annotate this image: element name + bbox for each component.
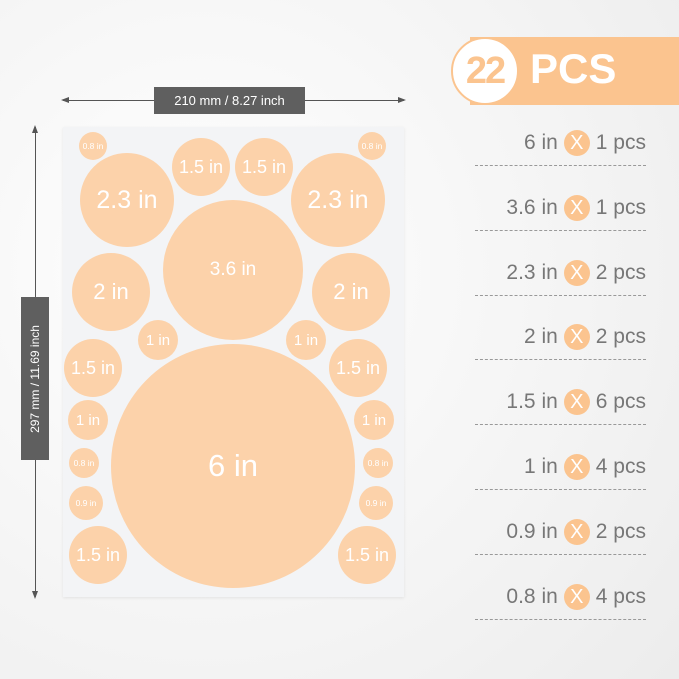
sticker-circle: 0.8 in — [79, 132, 107, 160]
size-row: 1 in X 4 pcs — [524, 452, 646, 482]
sticker-circle: 6 in — [111, 344, 355, 588]
sticker-circle: 3.6 in — [163, 200, 303, 340]
sticker-circle: 0.8 in — [69, 448, 99, 478]
quantity-value: 1 pcs — [595, 131, 646, 154]
times-icon: X — [563, 454, 590, 480]
sticker-circle: 1.5 in — [172, 138, 230, 196]
sticker-circle: 1 in — [138, 320, 178, 360]
height-label: 297 mm / 11.69 inch — [28, 324, 42, 433]
quantity-value: 6 pcs — [595, 390, 646, 413]
sticker-circle: 1.5 in — [338, 526, 396, 584]
sticker-circle: 0.8 in — [363, 448, 393, 478]
size-row: 6 in X 1 pcs — [524, 128, 646, 158]
times-icon: X — [563, 260, 590, 286]
divider — [475, 424, 646, 425]
times-icon: X — [563, 519, 590, 545]
size-value: 1 in — [523, 455, 558, 478]
divider — [475, 359, 646, 360]
times-icon: X — [563, 389, 590, 415]
size-row: 2.3 in X 2 pcs — [506, 258, 646, 288]
divider — [475, 230, 646, 231]
quantity-value: 2 pcs — [595, 325, 646, 348]
divider — [475, 165, 646, 166]
sticker-circle: 1 in — [286, 320, 326, 360]
size-row: 2 in X 2 pcs — [524, 322, 646, 352]
quantity-value: 1 pcs — [595, 196, 646, 219]
sticker-circle: 1.5 in — [69, 526, 127, 584]
times-icon: X — [563, 324, 590, 350]
sticker-circle: 1.5 in — [235, 138, 293, 196]
size-row: 3.6 in X 1 pcs — [506, 193, 646, 223]
sticker-circle: 2 in — [312, 253, 390, 331]
divider — [475, 554, 646, 555]
width-label: 210 mm / 8.27 inch — [154, 87, 305, 114]
divider — [475, 295, 646, 296]
quantity-value: 2 pcs — [595, 261, 646, 284]
quantity-value: 4 pcs — [595, 455, 646, 478]
sticker-circle: 2.3 in — [291, 153, 385, 247]
sticker-circle: 0.9 in — [359, 486, 393, 520]
sticker-circle: 1.5 in — [64, 339, 122, 397]
size-value: 2 in — [523, 325, 558, 348]
divider — [475, 489, 646, 490]
height-label-box: 297 mm / 11.69 inch — [21, 297, 49, 460]
size-value: 6 in — [523, 131, 558, 154]
count-unit: PCS — [530, 45, 617, 92]
sticker-circle: 1.5 in — [329, 339, 387, 397]
size-row: 1.5 in X 6 pcs — [506, 387, 646, 417]
sticker-circle: 2 in — [72, 253, 150, 331]
size-value: 0.8 in — [506, 585, 558, 608]
sticker-circle: 2.3 in — [80, 153, 174, 247]
times-icon: X — [563, 584, 590, 610]
size-value: 3.6 in — [506, 196, 558, 219]
divider — [475, 619, 646, 620]
sticker-circle: 0.8 in — [358, 132, 386, 160]
times-icon: X — [563, 195, 590, 221]
quantity-value: 2 pcs — [595, 520, 646, 543]
size-value: 2.3 in — [506, 261, 558, 284]
size-value: 1.5 in — [506, 390, 558, 413]
quantity-value: 4 pcs — [595, 585, 646, 608]
sticker-circle: 1 in — [354, 400, 394, 440]
size-row: 0.9 in X 2 pcs — [506, 517, 646, 547]
count-badge: 22 — [451, 37, 519, 105]
sticker-circle: 1 in — [68, 400, 108, 440]
size-value: 0.9 in — [506, 520, 558, 543]
size-row: 0.8 in X 4 pcs — [506, 582, 646, 612]
times-icon: X — [563, 130, 590, 156]
sticker-circle: 0.9 in — [69, 486, 103, 520]
